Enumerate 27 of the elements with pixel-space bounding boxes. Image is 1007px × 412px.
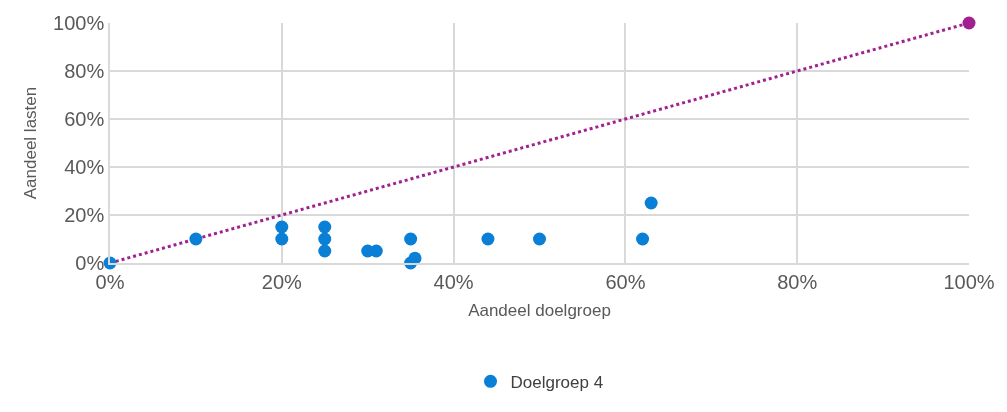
point — [275, 220, 289, 234]
point — [533, 232, 546, 246]
point — [318, 220, 332, 234]
y-tick-label: 60% — [64, 108, 105, 130]
point — [318, 244, 332, 258]
x-tick-label: 100% — [943, 270, 995, 293]
y-tick-label: 40% — [64, 156, 105, 178]
point — [481, 232, 495, 246]
point — [408, 251, 422, 265]
point — [636, 232, 650, 246]
x-tick-label: 20% — [261, 270, 303, 293]
y-tick-label: 100% — [53, 12, 105, 34]
x-axis-title: Aandeel doelgroep — [468, 300, 611, 320]
y-axis-title: Aandeel lasten — [21, 86, 41, 200]
point — [189, 232, 203, 246]
point — [318, 232, 332, 246]
point — [404, 232, 418, 246]
x-tick-label: 60% — [605, 270, 646, 293]
legend-label: Doelgroep 4 — [510, 372, 604, 392]
y-tick-label: 20% — [64, 204, 105, 226]
point — [644, 196, 658, 210]
point — [275, 232, 289, 246]
point — [369, 244, 383, 258]
y-tick-label: 80% — [64, 60, 105, 82]
point — [962, 16, 976, 30]
x-tick-label: 40% — [433, 270, 474, 293]
x-tick-label: 80% — [777, 270, 818, 293]
